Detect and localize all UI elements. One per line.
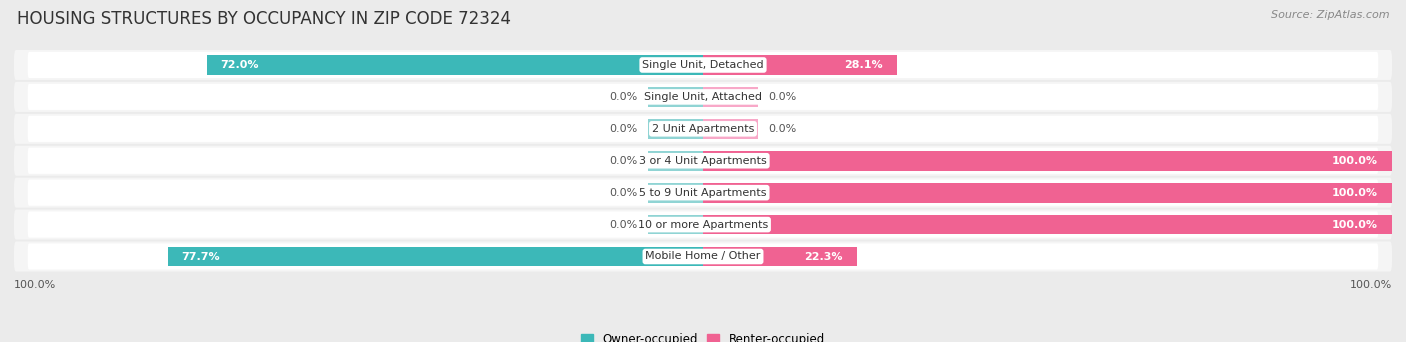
Text: 100.0%: 100.0% (1331, 156, 1378, 166)
Legend: Owner-occupied, Renter-occupied: Owner-occupied, Renter-occupied (576, 329, 830, 342)
Text: 2 Unit Apartments: 2 Unit Apartments (652, 124, 754, 134)
Bar (703, 215, 1392, 235)
FancyBboxPatch shape (14, 146, 1392, 176)
Text: Source: ZipAtlas.com: Source: ZipAtlas.com (1271, 10, 1389, 20)
Text: 0.0%: 0.0% (609, 220, 637, 229)
Bar (648, 215, 703, 235)
Bar (648, 119, 703, 139)
FancyBboxPatch shape (14, 177, 1392, 208)
Text: 0.0%: 0.0% (609, 156, 637, 166)
Text: 100.0%: 100.0% (14, 280, 56, 290)
Text: HOUSING STRUCTURES BY OCCUPANCY IN ZIP CODE 72324: HOUSING STRUCTURES BY OCCUPANCY IN ZIP C… (17, 10, 510, 28)
FancyBboxPatch shape (28, 211, 1378, 238)
FancyBboxPatch shape (28, 148, 1378, 174)
Text: 5 to 9 Unit Apartments: 5 to 9 Unit Apartments (640, 188, 766, 198)
FancyBboxPatch shape (28, 84, 1378, 110)
Bar (703, 183, 1392, 202)
Text: Mobile Home / Other: Mobile Home / Other (645, 251, 761, 262)
Bar (703, 87, 758, 107)
Text: 77.7%: 77.7% (181, 251, 221, 262)
FancyBboxPatch shape (28, 52, 1378, 78)
FancyBboxPatch shape (14, 241, 1392, 272)
Text: 100.0%: 100.0% (1331, 188, 1378, 198)
Bar (207, 55, 703, 75)
Text: 10 or more Apartments: 10 or more Apartments (638, 220, 768, 229)
FancyBboxPatch shape (14, 114, 1392, 144)
Bar (703, 55, 897, 75)
Text: Single Unit, Detached: Single Unit, Detached (643, 60, 763, 70)
Text: 3 or 4 Unit Apartments: 3 or 4 Unit Apartments (640, 156, 766, 166)
Text: 100.0%: 100.0% (1331, 220, 1378, 229)
Bar (703, 247, 856, 266)
Bar (167, 247, 703, 266)
FancyBboxPatch shape (14, 50, 1392, 80)
Bar (648, 183, 703, 202)
Bar (648, 87, 703, 107)
FancyBboxPatch shape (14, 210, 1392, 240)
Text: 0.0%: 0.0% (769, 92, 797, 102)
FancyBboxPatch shape (28, 116, 1378, 142)
Text: 0.0%: 0.0% (769, 124, 797, 134)
Bar (703, 151, 1392, 171)
Text: 28.1%: 28.1% (844, 60, 883, 70)
FancyBboxPatch shape (28, 244, 1378, 269)
Bar (648, 151, 703, 171)
Text: 0.0%: 0.0% (609, 188, 637, 198)
FancyBboxPatch shape (28, 180, 1378, 206)
Text: 72.0%: 72.0% (221, 60, 259, 70)
Text: 22.3%: 22.3% (804, 251, 842, 262)
FancyBboxPatch shape (14, 82, 1392, 112)
Text: Single Unit, Attached: Single Unit, Attached (644, 92, 762, 102)
Text: 100.0%: 100.0% (1350, 280, 1392, 290)
Bar (703, 119, 758, 139)
Text: 0.0%: 0.0% (609, 92, 637, 102)
Text: 0.0%: 0.0% (609, 124, 637, 134)
